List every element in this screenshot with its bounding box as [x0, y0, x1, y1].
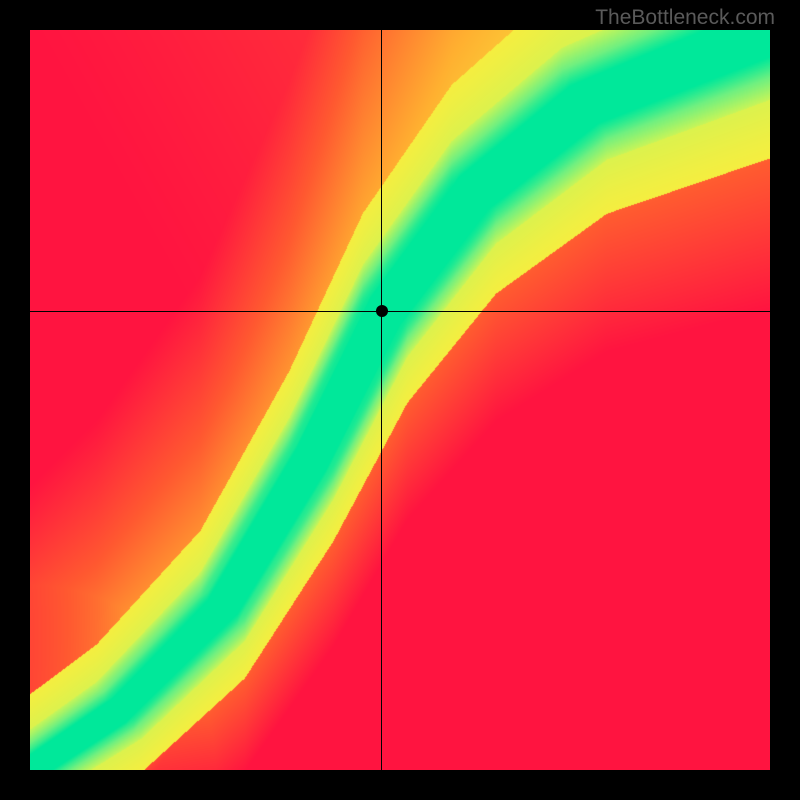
- watermark-text: TheBottleneck.com: [595, 6, 775, 30]
- heatmap-canvas: [30, 30, 770, 770]
- crosshair-vertical: [381, 30, 382, 770]
- data-point-marker: [376, 305, 388, 317]
- crosshair-horizontal: [30, 311, 770, 312]
- heatmap-plot: [30, 30, 770, 770]
